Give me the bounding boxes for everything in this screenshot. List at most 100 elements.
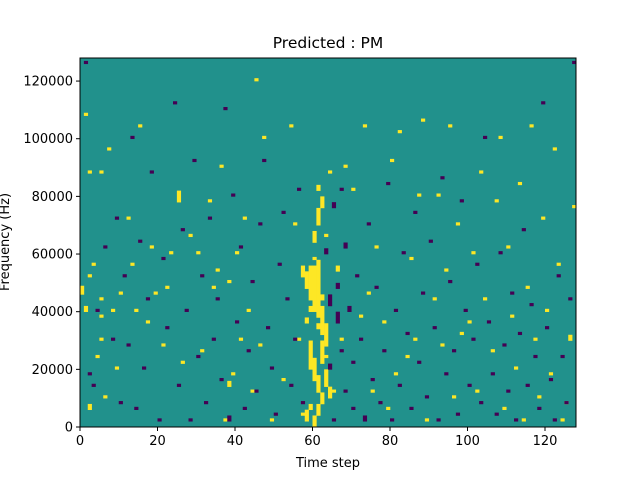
heatmap-cell-low	[293, 337, 298, 341]
heatmap-cell-high	[386, 406, 391, 410]
y-tick-label: 0	[65, 421, 73, 436]
heatmap-cell-high	[362, 124, 368, 128]
heatmap-cell-low	[421, 291, 426, 295]
heatmap-cell-high	[417, 193, 422, 197]
heatmap-cell-high	[111, 308, 116, 312]
heatmap-cell-low	[219, 377, 224, 382]
heatmap-cell-high	[300, 265, 306, 278]
heatmap-cell-high	[374, 245, 379, 249]
heatmap-cell-low	[138, 239, 143, 243]
heatmap-cell-low	[262, 158, 267, 163]
y-tick-label: 120000	[23, 75, 73, 90]
heatmap-cell-high	[211, 285, 216, 289]
heatmap-cell-low	[401, 251, 406, 255]
heatmap-cell-high	[87, 403, 92, 411]
heatmap-cell-low	[300, 401, 306, 405]
heatmap-cell-low	[564, 401, 569, 405]
heatmap-cell-high	[316, 259, 321, 318]
heatmap-cell-high	[483, 297, 488, 301]
heatmap-cell-high	[351, 187, 356, 191]
heatmap-cell-low	[366, 222, 371, 226]
heatmap-cell-high	[421, 118, 426, 122]
heatmap-cell-high	[405, 354, 410, 359]
heatmap-cell-high	[219, 164, 224, 168]
heatmap-cell-high	[281, 377, 286, 382]
heatmap-cell-high	[316, 375, 321, 393]
heatmap-cell-low	[161, 256, 166, 261]
heatmap-cell-high	[390, 158, 395, 163]
heatmap-cell-high	[300, 412, 306, 416]
heatmap-cell-high	[572, 205, 577, 209]
heatmap-cell-low	[331, 418, 337, 422]
heatmap-cell-low	[390, 418, 395, 422]
heatmap-cell-low	[525, 383, 530, 387]
heatmap-cell-high	[537, 395, 542, 399]
heatmap-cell-low	[486, 320, 492, 324]
heatmap-cell-high	[413, 337, 418, 341]
heatmap-cell-high	[304, 271, 309, 289]
heatmap-cell-low	[192, 158, 197, 163]
heatmap-cell-high	[258, 343, 263, 347]
heatmap-cell-high	[80, 285, 85, 295]
heatmap-cell-high	[95, 354, 100, 359]
heatmap-cell-low	[378, 401, 383, 405]
heatmap-cell-high	[262, 135, 267, 140]
heatmap-cell-low	[545, 326, 550, 330]
heatmap-cell-high	[494, 199, 499, 203]
heatmap-cell-low	[266, 326, 271, 330]
heatmap-cell-low	[91, 383, 96, 387]
heatmap-cell-low	[355, 274, 360, 278]
heatmap-cell-low	[246, 349, 251, 353]
heatmap-cell-high	[165, 285, 170, 289]
heatmap-cell-high	[130, 262, 135, 266]
heatmap-cell-high	[207, 199, 213, 203]
heatmap-cell-low	[114, 216, 120, 220]
heatmap-cell-low	[444, 372, 449, 376]
heatmap-cell-low	[455, 412, 461, 416]
heatmap-cell-low	[223, 107, 228, 111]
heatmap-cell-low	[165, 326, 170, 330]
heatmap-cell-high	[545, 308, 550, 312]
heatmap-cell-low	[176, 383, 182, 387]
heatmap-cell-high	[235, 251, 240, 255]
heatmap-cell-high	[91, 262, 96, 266]
heatmap-cell-low	[289, 383, 294, 387]
heatmap-cell-high	[533, 337, 538, 341]
heatmap-cell-high	[432, 297, 437, 301]
heatmap-cell-low	[409, 406, 414, 410]
heatmap-cell-high	[99, 170, 104, 174]
x-axis-label: Time step	[295, 456, 360, 471]
heatmap-cell-low	[533, 354, 538, 359]
heatmap-cell-low	[134, 406, 139, 410]
heatmap-cell-high	[529, 124, 534, 128]
heatmap-cell-high	[118, 291, 123, 295]
heatmap-cell-low	[258, 222, 263, 226]
heatmap-cell-high	[335, 265, 340, 272]
heatmap-cell-high	[320, 305, 325, 336]
heatmap-cell-low	[188, 418, 193, 422]
x-tick-label: 120	[533, 434, 558, 449]
heatmap-cell-high	[304, 317, 309, 324]
heatmap-cell-high	[316, 184, 321, 191]
heatmap-cell-high	[83, 112, 89, 116]
heatmap-cell-low	[142, 366, 147, 370]
heatmap-cell-high	[498, 135, 503, 140]
heatmap-cell-high	[448, 124, 453, 128]
heatmap-cell-low	[483, 135, 488, 140]
heatmap-cell-high	[242, 216, 247, 220]
heatmap-cell-high	[312, 357, 317, 382]
heatmap-cell-low	[145, 297, 151, 301]
heatmap-cell-low	[351, 360, 356, 364]
heatmap-cell-low	[448, 279, 453, 284]
heatmap-cell-high	[328, 170, 333, 174]
heatmap-cell-low	[111, 337, 116, 341]
heatmap-cell-low	[277, 262, 282, 266]
heatmap-cell-high	[339, 337, 344, 341]
heatmap-cell-high	[424, 418, 430, 422]
heatmap-cell-high	[227, 279, 232, 284]
heatmap-cell-low	[343, 242, 348, 249]
heatmap-cell-low	[103, 245, 108, 249]
heatmap-cell-low	[386, 181, 391, 186]
heatmap-cell-high	[444, 268, 449, 272]
